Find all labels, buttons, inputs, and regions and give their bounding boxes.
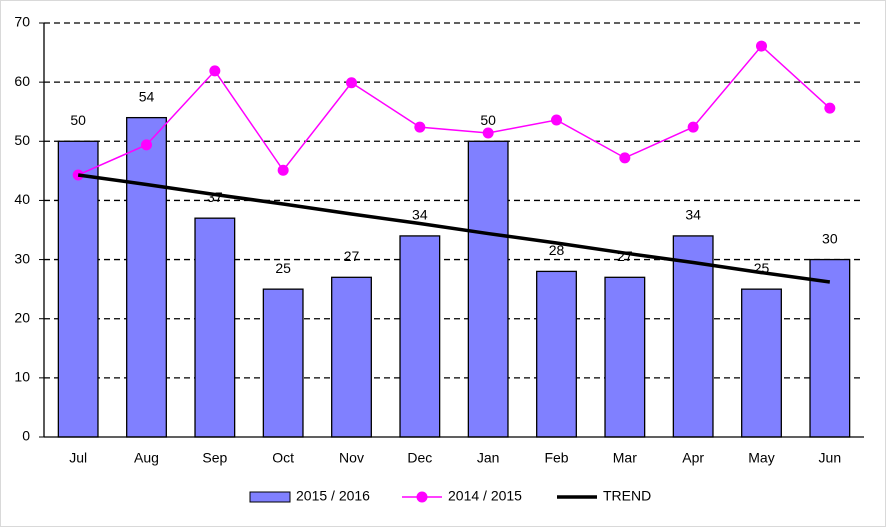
x-tick-label: Jul (69, 450, 87, 466)
legend-swatch (249, 491, 291, 503)
data-label: 27 (344, 248, 360, 264)
y-tick-label: 50 (14, 132, 30, 148)
x-tick-label: May (748, 450, 774, 466)
bar (536, 270, 577, 438)
data-label: 50 (70, 112, 86, 128)
x-tick-label: Apr (682, 450, 704, 466)
data-label: 27 (617, 248, 633, 264)
y-tick-label: 0 (22, 428, 30, 444)
bar (399, 235, 441, 438)
line (77, 44, 831, 176)
data-label: 50 (480, 112, 496, 128)
x-tick-label: Oct (272, 450, 294, 466)
marker (687, 121, 699, 133)
y-tick-label: 70 (14, 14, 30, 30)
x-tick-label: Jun (819, 450, 842, 466)
x-tick-label: Feb (544, 450, 568, 466)
marker (551, 114, 562, 126)
legend-label: 2015 / 2016 (296, 488, 370, 504)
data-label: 28 (549, 242, 565, 258)
x-tick-label: Nov (339, 450, 364, 466)
data-label: 34 (685, 207, 701, 223)
line (77, 173, 831, 284)
legend-label: TREND (603, 488, 651, 504)
data-label: 25 (275, 260, 291, 276)
bar (809, 258, 851, 438)
y-tick-label: 10 (14, 369, 30, 385)
legend-label: 2014 / 2015 (448, 488, 522, 504)
marker (414, 121, 426, 133)
bar (741, 288, 782, 438)
x-tick-label: Mar (613, 450, 637, 466)
marker (277, 164, 289, 176)
y-tick-label: 30 (14, 250, 30, 266)
data-label: 54 (139, 88, 155, 104)
bar (126, 116, 167, 438)
marker (482, 127, 494, 139)
y-tick-label: 20 (14, 309, 30, 325)
x-tick-label: Aug (134, 450, 159, 466)
bar (467, 140, 509, 438)
bar (262, 288, 304, 438)
marker (346, 77, 357, 89)
marker (141, 139, 152, 151)
bar (331, 276, 372, 438)
x-tick-label: Dec (407, 450, 432, 466)
marker (209, 65, 221, 77)
x-tick-label: Sep (202, 450, 227, 466)
marker (619, 152, 631, 164)
y-tick-label: 60 (14, 73, 30, 89)
data-label: 30 (822, 230, 838, 246)
data-label: 34 (412, 207, 428, 223)
bar (194, 217, 236, 438)
bar (604, 276, 646, 438)
marker (824, 102, 836, 114)
bar (57, 140, 99, 438)
marker (756, 40, 767, 52)
y-tick-label: 40 (14, 191, 30, 207)
x-tick-label: Jan (477, 450, 500, 466)
legend-marker (416, 491, 428, 503)
